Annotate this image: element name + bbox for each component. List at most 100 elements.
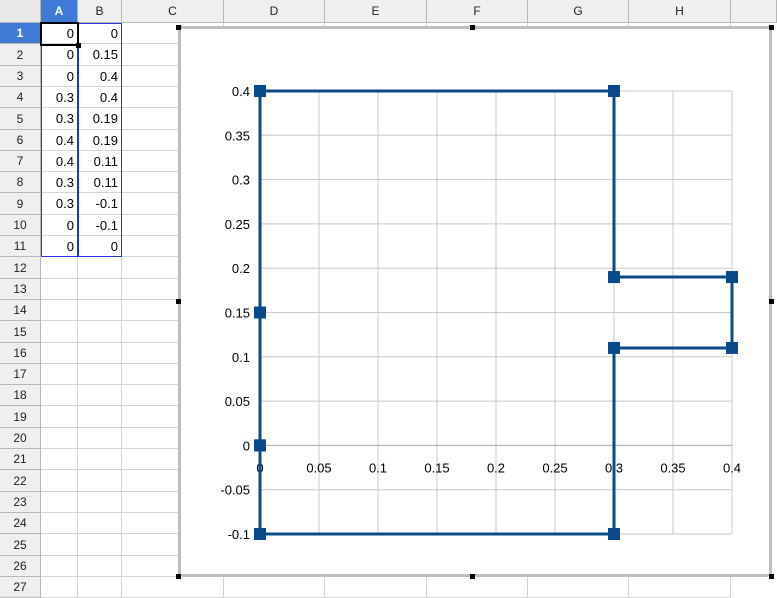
resize-handle-left[interactable]: [176, 299, 181, 304]
data-point[interactable]: [608, 85, 620, 97]
column-header-g[interactable]: G: [528, 0, 629, 23]
cell-b16[interactable]: [78, 343, 122, 364]
cell-a20[interactable]: [41, 428, 78, 449]
row-header-9[interactable]: 9: [0, 193, 41, 215]
cell-b11[interactable]: 0: [78, 236, 122, 257]
cell-b25[interactable]: [78, 534, 122, 556]
row-header-22[interactable]: 22: [0, 470, 41, 492]
data-point[interactable]: [726, 271, 738, 284]
cell-b17[interactable]: [78, 364, 122, 385]
row-header-14[interactable]: 14: [0, 300, 41, 321]
data-point[interactable]: [608, 271, 620, 284]
cell-b22[interactable]: [78, 470, 122, 492]
cell-b9[interactable]: -0.1: [78, 193, 122, 215]
cell-b6[interactable]: 0.19: [78, 130, 122, 151]
column-header-h[interactable]: H: [629, 0, 731, 23]
row-header-26[interactable]: 26: [0, 556, 41, 577]
row-header-18[interactable]: 18: [0, 385, 41, 406]
row-header-24[interactable]: 24: [0, 513, 41, 534]
cell-a3[interactable]: 0: [41, 66, 78, 87]
row-header-19[interactable]: 19: [0, 406, 41, 428]
cell-a9[interactable]: 0.3: [41, 193, 78, 215]
cell-b18[interactable]: [78, 385, 122, 406]
cell-a23[interactable]: [41, 492, 78, 513]
data-point[interactable]: [726, 341, 738, 354]
cell-a10[interactable]: 0: [41, 215, 78, 236]
select-all-corner[interactable]: [0, 0, 41, 23]
column-header-d[interactable]: D: [224, 0, 325, 23]
data-point[interactable]: [254, 528, 266, 540]
cell-a15[interactable]: [41, 321, 78, 343]
cell-b8[interactable]: 0.11: [78, 172, 122, 193]
cell-b24[interactable]: [78, 513, 122, 534]
row-header-20[interactable]: 20: [0, 428, 41, 449]
cell-a19[interactable]: [41, 406, 78, 428]
column-header-b[interactable]: B: [78, 0, 122, 23]
row-header-4[interactable]: 4: [0, 87, 41, 108]
fill-handle[interactable]: [76, 43, 81, 48]
cell-a12[interactable]: [41, 257, 78, 279]
cell-a17[interactable]: [41, 364, 78, 385]
column-header-e[interactable]: E: [325, 0, 427, 23]
chart-frame[interactable]: -0.1 -0.05 0 0.05 0.1 0.15 0.2 0.25 0.3 0.35 0.4 0 0…: [178, 26, 772, 577]
row-header-13[interactable]: 13: [0, 279, 41, 300]
row-header-16[interactable]: 16: [0, 343, 41, 364]
cell-a14[interactable]: [41, 300, 78, 321]
cell-b7[interactable]: 0.11: [78, 151, 122, 172]
cell-a22[interactable]: [41, 470, 78, 492]
cell-b19[interactable]: [78, 406, 122, 428]
cell-a4[interactable]: 0.3: [41, 87, 78, 108]
cell-b26[interactable]: [78, 556, 122, 577]
row-header-21[interactable]: 21: [0, 449, 41, 470]
cell-b2[interactable]: 0.15: [78, 44, 122, 66]
column-header-c[interactable]: C: [122, 0, 224, 23]
row-header-5[interactable]: 5: [0, 108, 41, 130]
row-header-7[interactable]: 7: [0, 151, 41, 172]
row-header-6[interactable]: 6: [0, 130, 41, 151]
row-header-2[interactable]: 2: [0, 44, 41, 66]
cell-b14[interactable]: [78, 300, 122, 321]
data-point[interactable]: [608, 341, 620, 354]
cell-a18[interactable]: [41, 385, 78, 406]
cell-a1[interactable]: 0: [41, 23, 78, 44]
cell-a6[interactable]: 0.4: [41, 130, 78, 151]
row-header-17[interactable]: 17: [0, 364, 41, 385]
column-header-a[interactable]: A: [41, 0, 78, 23]
row-header-23[interactable]: 23: [0, 492, 41, 513]
data-point[interactable]: [254, 306, 266, 319]
column-header-f[interactable]: F: [427, 0, 528, 23]
cell-b13[interactable]: [78, 279, 122, 300]
cell-b10[interactable]: -0.1: [78, 215, 122, 236]
resize-handle-top-right[interactable]: [769, 25, 774, 30]
cell-b20[interactable]: [78, 428, 122, 449]
cell-b5[interactable]: 0.19: [78, 108, 122, 130]
cell-b1[interactable]: 0: [78, 23, 122, 44]
cell-a26[interactable]: [41, 556, 78, 577]
cell-a5[interactable]: 0.3: [41, 108, 78, 130]
cell-a24[interactable]: [41, 513, 78, 534]
cell-a13[interactable]: [41, 279, 78, 300]
cell-b4[interactable]: 0.4: [78, 87, 122, 108]
row-header-25[interactable]: 25: [0, 534, 41, 556]
row-header-3[interactable]: 3: [0, 66, 41, 87]
data-point[interactable]: [254, 439, 266, 452]
cell-a11[interactable]: 0: [41, 236, 78, 257]
cell-a16[interactable]: [41, 343, 78, 364]
row-header-10[interactable]: 10: [0, 215, 41, 236]
cell-b3[interactable]: 0.4: [78, 66, 122, 87]
cell-b12[interactable]: [78, 257, 122, 279]
cell-a21[interactable]: [41, 449, 78, 470]
resize-handle-bottom[interactable]: [470, 574, 475, 579]
row-header-15[interactable]: 15: [0, 321, 41, 343]
column-header-next[interactable]: [731, 0, 777, 23]
data-point[interactable]: [608, 528, 620, 540]
row-header-11[interactable]: 11: [0, 236, 41, 257]
resize-handle-bottom-left[interactable]: [176, 574, 181, 579]
resize-handle-right[interactable]: [769, 299, 774, 304]
cell-b21[interactable]: [78, 449, 122, 470]
cell-a8[interactable]: 0.3: [41, 172, 78, 193]
cell-b15[interactable]: [78, 321, 122, 343]
cell-a7[interactable]: 0.4: [41, 151, 78, 172]
resize-handle-top-left[interactable]: [176, 25, 181, 30]
